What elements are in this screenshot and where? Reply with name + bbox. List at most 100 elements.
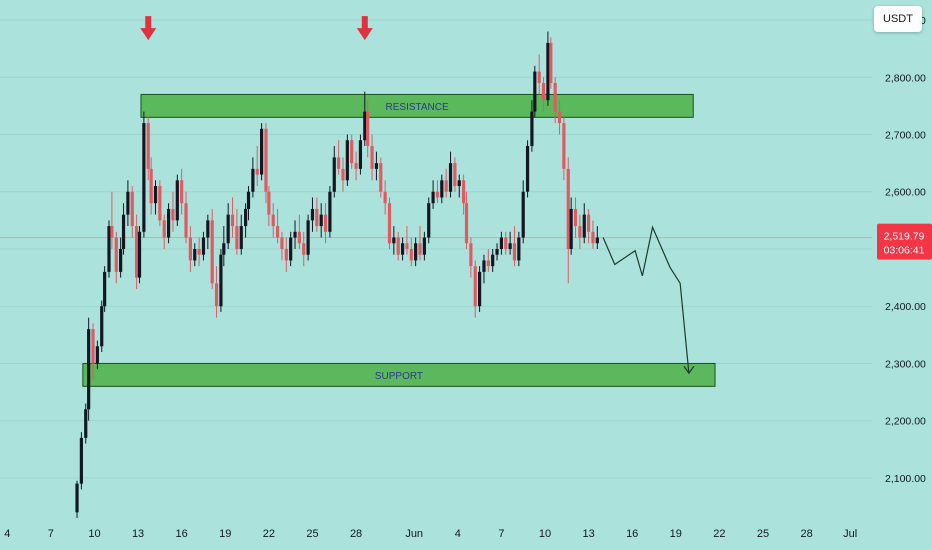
candle [469,237,473,278]
candle-body [549,42,553,83]
candle-body [289,237,293,261]
candle-body [280,237,284,249]
time-axis[interactable]: 4 7 10 13 16 19 22 25 28 Jun 4 7 10 13 16 19 22 25 28 Jul [4,528,857,540]
candle [453,157,457,192]
candle-body [453,163,457,187]
candle [222,226,226,267]
candle [418,226,422,261]
candle [230,197,235,238]
candle [267,186,271,227]
candle [95,340,99,370]
candle-body [392,237,396,244]
candle-body [462,180,466,204]
candle [275,208,280,244]
candle [235,208,239,255]
candle-body [578,226,582,238]
candle [546,31,550,106]
candle-body [530,111,534,146]
candle-body [197,248,201,255]
candle [379,157,383,198]
candle-body [264,128,268,192]
y-tick-label: 2,100.00 [885,473,926,485]
arrow-down-icon [356,16,373,41]
x-tick-label: 7 [48,528,54,540]
support-label: SUPPORT [375,371,423,382]
x-tick-label: 7 [498,528,504,540]
candle-body [595,237,599,244]
candle-body [255,168,259,175]
candle [431,180,435,209]
candle-body [440,180,444,198]
candle [323,203,328,244]
candle [87,317,91,421]
candle [246,186,251,221]
candle-body [166,208,171,238]
candle-body [230,214,235,227]
candle [562,117,566,181]
candle [578,214,582,249]
candle-body [379,163,383,192]
candles [75,31,599,518]
currency-badge[interactable]: USDT [874,6,922,32]
candle [462,174,466,215]
candle [508,231,512,255]
candle-body [175,180,179,221]
candle [100,300,104,353]
candle [175,174,179,227]
candle [153,180,158,215]
candle [557,100,562,135]
candle [374,151,379,181]
candle-body [337,157,341,169]
candle-body [297,231,301,244]
candle-body [158,186,162,221]
candle-body [293,231,297,238]
candle [387,197,392,249]
x-tick-label: 10 [88,528,100,540]
candle [310,197,315,232]
candle-body [126,191,130,215]
candle [219,248,223,312]
candle [358,134,363,175]
candle [541,77,546,112]
candle [517,231,521,267]
last-price-label: 2,519.79 03:06:41 [877,223,932,260]
candle [486,248,490,272]
candle [184,191,188,244]
candle [366,100,370,158]
candle-body [431,191,435,204]
x-tick-label: 25 [306,528,318,540]
candle [135,214,139,290]
candle [482,254,486,284]
candle [142,111,146,238]
candle-body [354,163,358,169]
candle-body [533,71,537,112]
candle [553,77,557,124]
candle-body [302,243,306,255]
candle-body [383,191,387,204]
candle [328,186,332,238]
candle [302,231,306,267]
last-price-badge [877,223,932,260]
candle [107,220,111,278]
candle-body [569,208,573,249]
candle [239,214,243,255]
candle [79,432,83,490]
candle [251,157,255,198]
candle-body [482,260,486,272]
candle [158,180,162,227]
candle [530,100,534,152]
candle [569,197,573,255]
candle [171,191,175,232]
candle-body [512,243,517,261]
candle-body [374,163,379,169]
candle-body [366,111,370,146]
candle-body [162,220,166,238]
candle-body [328,191,332,232]
candle-body [469,243,473,267]
candle-body [350,140,354,164]
projection-line [602,225,690,374]
candle-body [495,248,499,255]
candle-body [435,191,440,198]
x-tick-label: 22 [713,528,725,540]
